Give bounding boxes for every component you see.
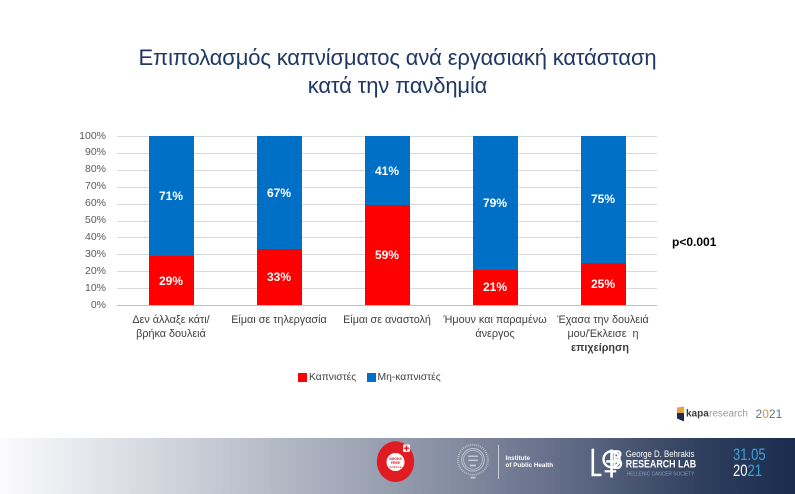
svg-text:2021: 2021: [756, 407, 783, 421]
svg-text:George D. Behrakis: George D. Behrakis: [626, 449, 695, 459]
svg-text:SMOKE: SMOKE: [389, 457, 402, 461]
svg-text:HELLENIC CANCER SOCIETY: HELLENIC CANCER SOCIETY: [627, 472, 695, 478]
svg-text:GREECE: GREECE: [389, 465, 402, 469]
svg-text:RESEARCH LAB: RESEARCH LAB: [626, 459, 696, 471]
svg-text:FREE: FREE: [391, 461, 401, 465]
svg-text:kapa: kapa: [686, 409, 709, 420]
svg-text:research: research: [709, 409, 748, 420]
